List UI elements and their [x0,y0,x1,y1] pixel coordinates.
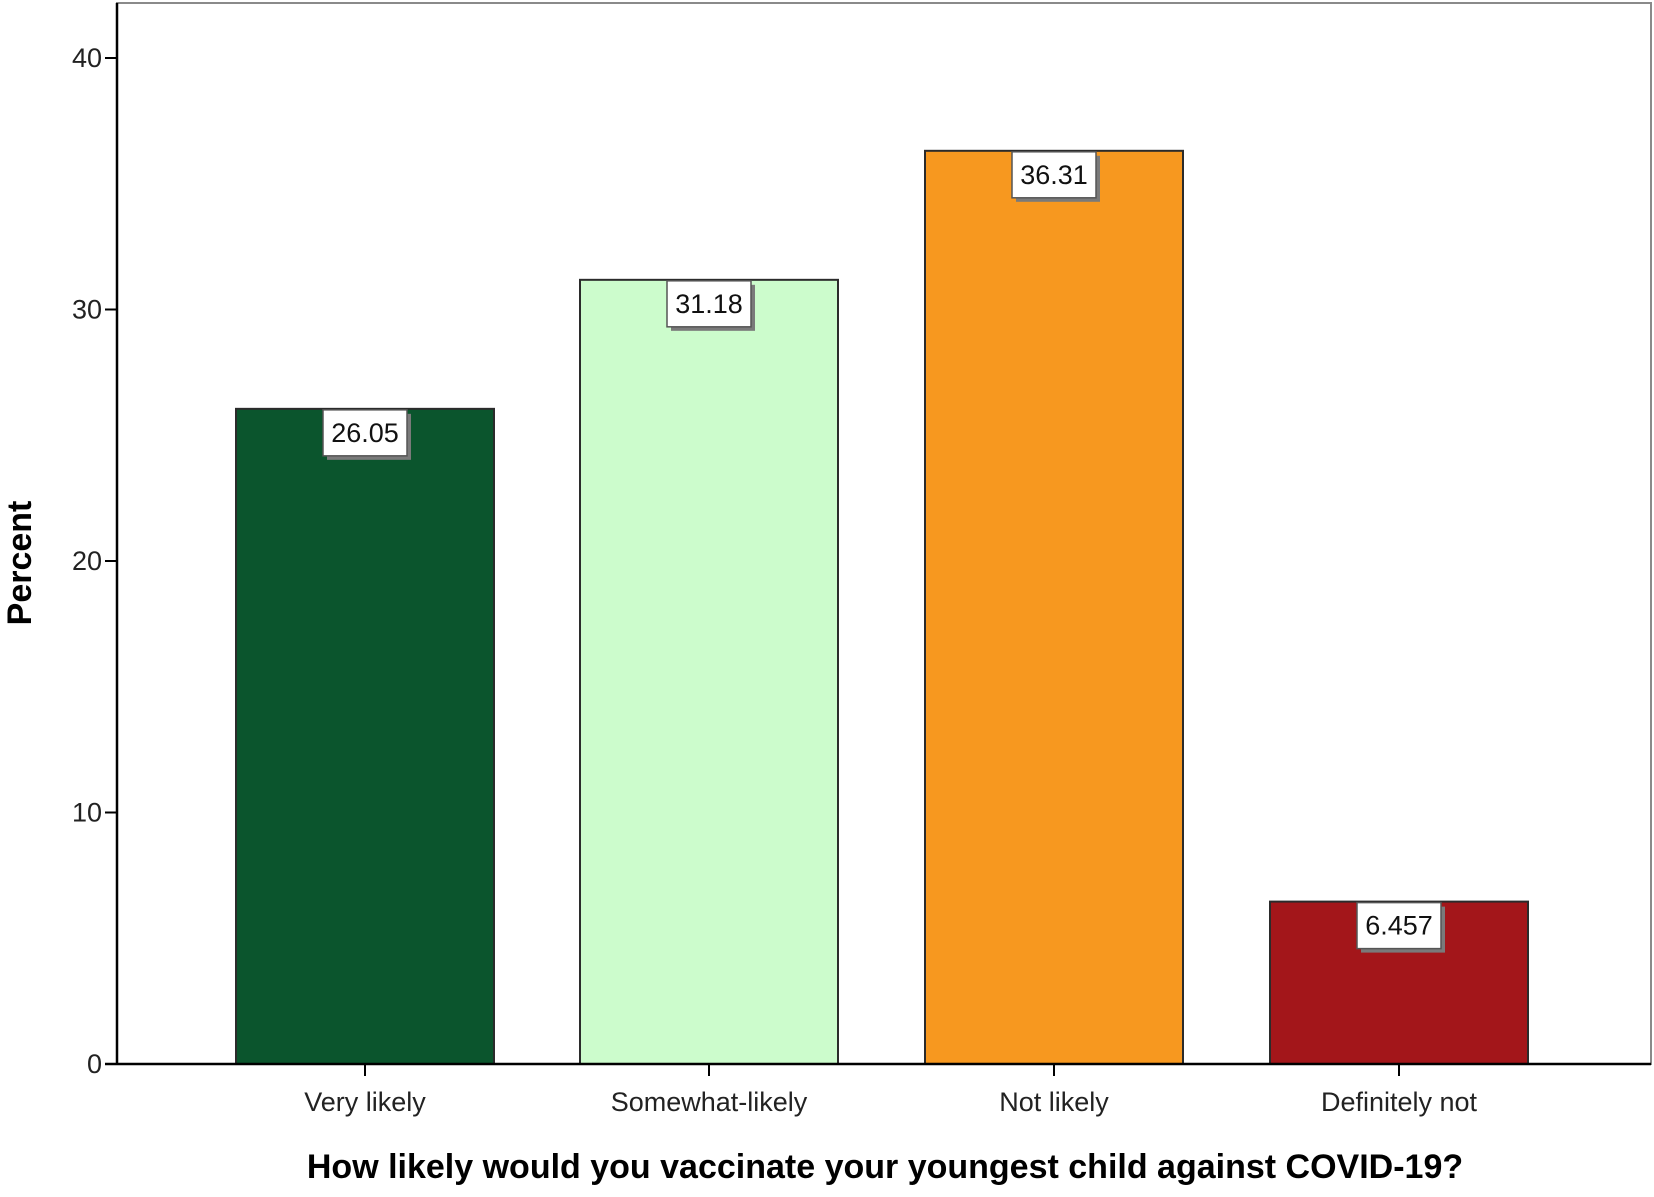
y-tick-label: 40 [72,43,102,73]
y-axis-title: Percent [1,501,39,626]
data-label-box [1011,151,1097,199]
bar-not-likely [924,149,1184,1065]
y-tick-label: 30 [72,295,102,325]
data-label: 6.457 [1365,911,1433,941]
x-tick-label: Somewhat-likely [611,1087,808,1117]
y-tick-label: 10 [72,798,102,828]
x-tick-label: Very likely [304,1087,426,1117]
data-label: 26.05 [331,418,399,448]
data-label-box [1356,901,1442,950]
x-tick-label: Not likely [999,1087,1109,1117]
x-tick-label: Definitely not [1321,1087,1478,1117]
axes-layer: 0 10 20 30 40 Very likely Somewhat-likely Not l… [72,3,1651,1117]
y-tick-label: 20 [72,546,102,576]
data-label-box [322,409,408,457]
bars-layer: 26.05 31.18 36.31 6.457 [235,149,1529,1065]
x-axis-title: How likely would you vaccinate your youn… [307,1148,1463,1186]
bar-somewhat-likely [579,278,839,1065]
bar-very-likely [235,407,495,1065]
y-tick-label: 0 [87,1049,102,1079]
data-label: 31.18 [675,289,743,319]
data-label-box [666,280,752,328]
data-label: 36.31 [1020,160,1088,190]
